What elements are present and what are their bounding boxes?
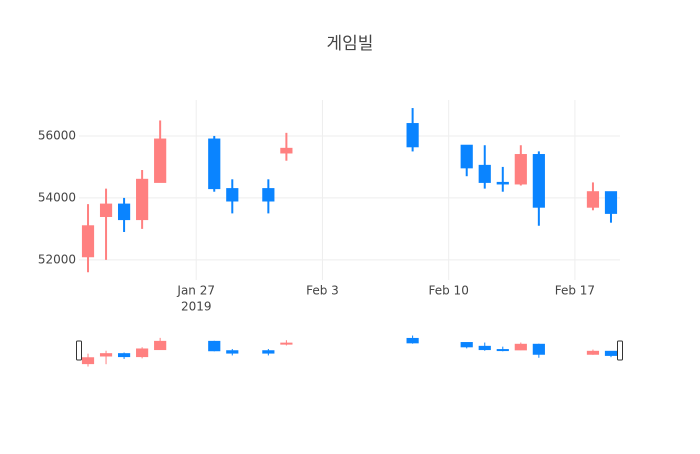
candle-body: [226, 188, 239, 202]
candle-body: [208, 340, 221, 352]
range-handle[interactable]: [76, 340, 82, 361]
candle-body: [154, 138, 167, 183]
candle-body: [262, 350, 275, 354]
candle-body: [514, 343, 527, 351]
candle-body: [514, 154, 527, 185]
candle-body: [280, 147, 293, 154]
candle-body: [262, 188, 275, 202]
x-tick-label: Feb 10: [429, 284, 469, 298]
candle-body: [496, 181, 509, 185]
candle-body: [154, 340, 167, 351]
candle-body: [136, 178, 149, 221]
candle-body: [208, 138, 221, 190]
candle-body: [117, 203, 131, 221]
candle-body: [81, 357, 95, 365]
chart-title: 게임빌: [327, 34, 374, 54]
candle-body: [496, 349, 509, 352]
candle-body: [460, 342, 473, 348]
candle-body: [226, 350, 239, 354]
y-tick-label: 54000: [38, 190, 76, 204]
candle-body: [532, 154, 545, 208]
candle-body: [117, 353, 131, 358]
candle-body: [99, 203, 113, 217]
x-tick-label: Feb 17: [555, 284, 595, 298]
x-year-label: 2019: [181, 300, 212, 314]
x-tick-label: Jan 27: [176, 284, 215, 298]
range-handle[interactable]: [617, 340, 623, 361]
candle-body: [604, 191, 618, 214]
candle-body: [280, 342, 293, 345]
candle-body: [136, 348, 149, 358]
x-tick-label: Feb 3: [306, 284, 339, 298]
candle-body: [478, 345, 491, 351]
candle-body: [586, 191, 600, 208]
candle-body: [406, 337, 419, 344]
candle-body: [81, 225, 95, 258]
candle-body: [406, 123, 419, 148]
candle-body: [532, 343, 545, 355]
y-tick-label: 52000: [38, 252, 76, 266]
candle-body: [604, 350, 618, 356]
candle-body: [478, 164, 491, 183]
candle-body: [586, 350, 600, 355]
candle-body: [460, 144, 473, 169]
y-tick-label: 56000: [38, 128, 76, 142]
candle-body: [99, 353, 113, 357]
